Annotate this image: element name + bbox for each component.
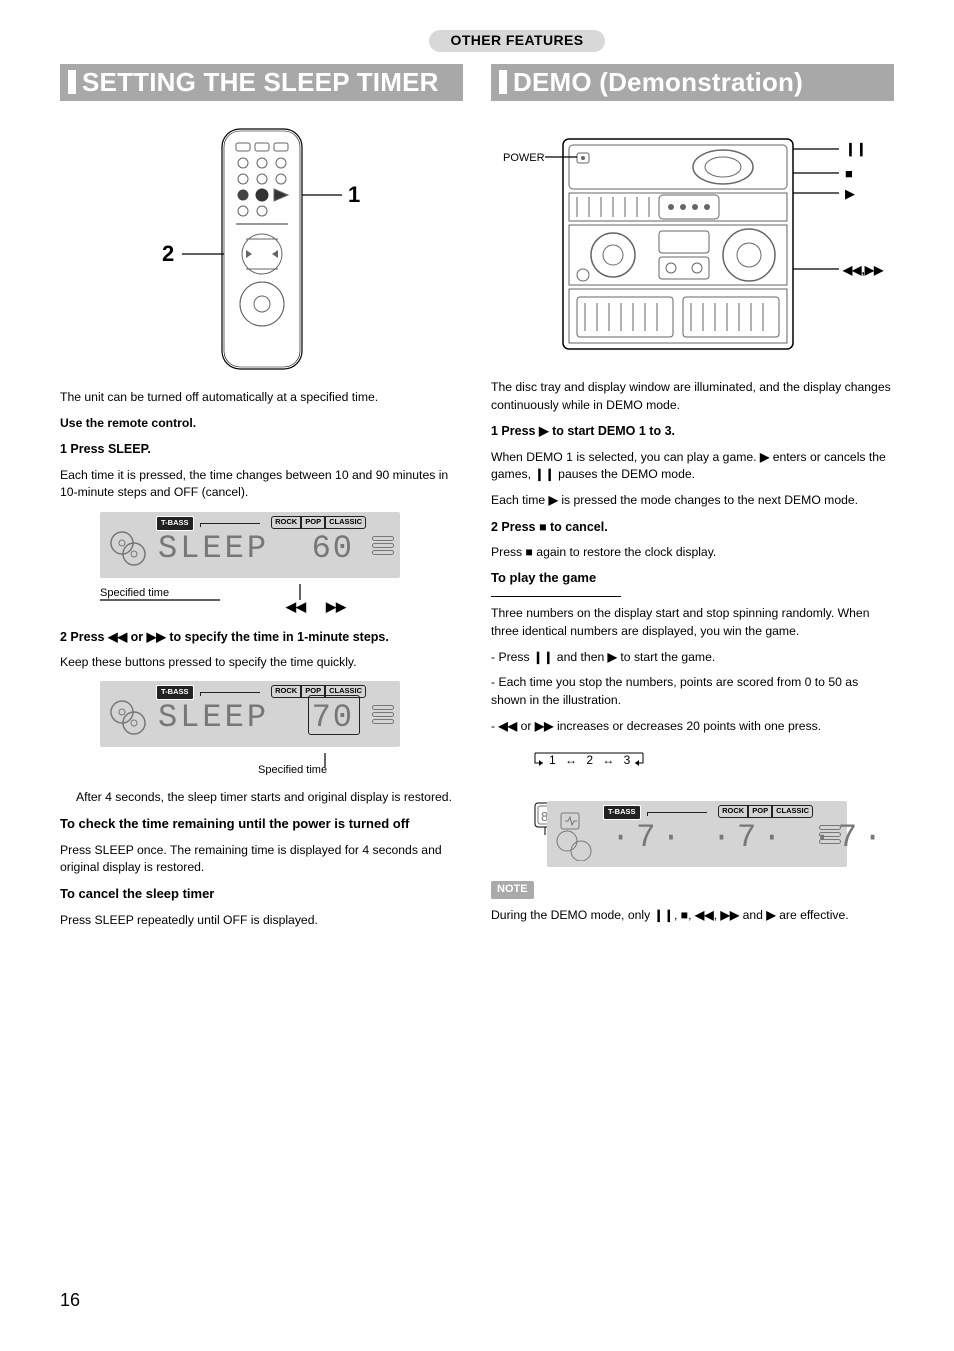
lcd1-callout: Specified time ◀◀ ▶▶ bbox=[100, 584, 440, 614]
section-title-sleep: SETTING THE SLEEP TIMER bbox=[60, 64, 463, 101]
header-pill: OTHER FEATURES bbox=[429, 30, 606, 52]
lcd2-bars-icon bbox=[372, 703, 394, 726]
game-item-2: - Each time you stop the numbers, points… bbox=[491, 674, 894, 709]
lcd3-text: ·7· ·7· ·7· bbox=[611, 815, 888, 861]
svg-text:1 ↔ 2 ↔ 3: 1 ↔ 2 ↔ 3 bbox=[549, 753, 633, 767]
check-body: Press SLEEP once. The remaining time is … bbox=[60, 842, 463, 877]
check-head: To check the time remaining until the po… bbox=[60, 815, 463, 834]
step2-head: 2 Press ◀◀ or ▶▶ to specify the time in … bbox=[60, 628, 463, 646]
lcd1-mode-rock: ROCK bbox=[271, 516, 301, 529]
section-title-demo-text: DEMO (Demonstration) bbox=[513, 67, 803, 97]
stereo-play-icon: ▶ bbox=[845, 186, 855, 201]
lcd-panel-3: T-BASS ROCK POP CLASSIC ·7· ·7· ·7· bbox=[547, 801, 847, 867]
demo-step2: 2 Press ■ to cancel. bbox=[491, 518, 894, 536]
page-header: OTHER FEATURES bbox=[60, 30, 894, 52]
demo-step2-body: Press ■ again to restore the clock displ… bbox=[491, 544, 894, 562]
stereo-stop-icon: ■ bbox=[845, 166, 853, 181]
step1-head: 1 Press SLEEP. bbox=[60, 440, 463, 458]
remote-callout-1: 1 bbox=[348, 182, 360, 207]
remote-diagram: 1 2 bbox=[142, 119, 382, 379]
demo-step1-body: When DEMO 1 is selected, you can play a … bbox=[491, 449, 894, 484]
lcd1-num: 60 bbox=[312, 526, 354, 572]
demo-intro: The disc tray and display window are ill… bbox=[491, 379, 894, 414]
stereo-seek-icon: ◀◀,▶▶ bbox=[842, 263, 884, 277]
step1-body: Each time it is pressed, the time change… bbox=[60, 467, 463, 502]
section-title-sleep-text: SETTING THE SLEEP TIMER bbox=[82, 67, 439, 97]
left-column: SETTING THE SLEEP TIMER bbox=[60, 64, 463, 938]
stereo-diagram: POWER ❙❙ ■ ▶ ◀◀,▶▶ bbox=[493, 119, 893, 369]
stereo-pause-icon: ❙❙ bbox=[845, 141, 867, 157]
cancel-body: Press SLEEP repeatedly until OFF is disp… bbox=[60, 912, 463, 930]
game-item-3: - ◀◀ or ▶▶ increases or decreases 20 poi… bbox=[491, 718, 894, 736]
game-item-1: - Press ❙❙ and then ▶ to start the game. bbox=[491, 649, 894, 667]
lcd-panel-1: T-BASS ROCK POP CLASSIC SLEEP 60 bbox=[100, 512, 400, 578]
lcd-panel-2: T-BASS ROCK POP CLASSIC SLEEP 70 bbox=[100, 681, 400, 747]
note-label: NOTE bbox=[491, 881, 534, 899]
sleep-intro: The unit can be turned off automatically… bbox=[60, 389, 463, 407]
lcd1-bars-icon bbox=[372, 534, 394, 557]
cycle-diagram: 1 ↔ 2 ↔ 3 bbox=[531, 749, 894, 773]
disc-icon bbox=[108, 697, 148, 737]
section-title-demo: DEMO (Demonstration) bbox=[491, 64, 894, 101]
demo-step1-body2: Each time ▶ is pressed the mode changes … bbox=[491, 492, 894, 510]
stereo-power-label: POWER bbox=[503, 152, 545, 164]
lcd2-num: 70 bbox=[312, 695, 354, 741]
lcd3-bars-icon bbox=[819, 823, 841, 846]
svg-text:Specified time: Specified time bbox=[258, 764, 327, 775]
disc-beat-icon bbox=[553, 811, 599, 861]
lcd1-text: SLEEP bbox=[158, 526, 269, 572]
note-body: During the DEMO mode, only ❙❙, ■, ◀◀, ▶▶… bbox=[491, 907, 894, 925]
after-4sec: After 4 seconds, the sleep timer starts … bbox=[76, 789, 463, 807]
step2-body: Keep these buttons pressed to specify th… bbox=[60, 654, 463, 672]
game-body: Three numbers on the display start and s… bbox=[491, 605, 894, 640]
svg-text:Specified time: Specified time bbox=[100, 587, 169, 599]
svg-text:◀◀: ◀◀ bbox=[285, 599, 307, 614]
game-head: To play the game bbox=[491, 569, 894, 588]
remote-callout-2: 2 bbox=[162, 241, 174, 266]
lcd2-callout: Specified time bbox=[100, 753, 440, 775]
page-number: 16 bbox=[60, 1290, 80, 1311]
lcd2-mode-rock: ROCK bbox=[271, 685, 301, 698]
right-column: DEMO (Demonstration) bbox=[491, 64, 894, 938]
svg-text:▶▶: ▶▶ bbox=[325, 599, 347, 614]
lcd2-text: SLEEP bbox=[158, 695, 269, 741]
demo-step1: 1 Press ▶ to start DEMO 1 to 3. bbox=[491, 422, 894, 440]
use-remote: Use the remote control. bbox=[60, 415, 463, 433]
disc-icon bbox=[108, 528, 148, 568]
cancel-head: To cancel the sleep timer bbox=[60, 885, 463, 904]
